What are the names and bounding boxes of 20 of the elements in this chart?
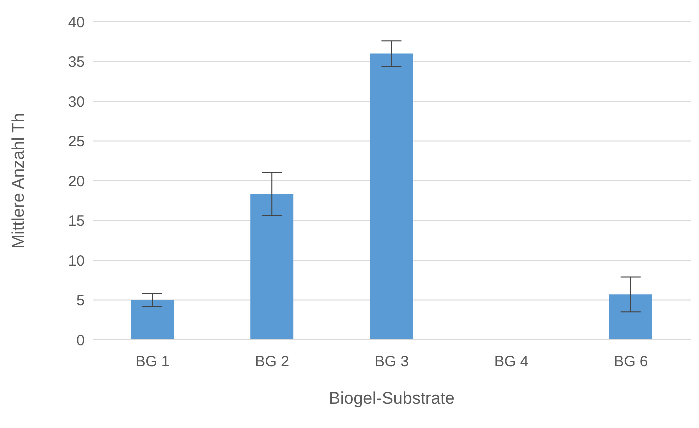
y-tick-label: 10 <box>68 252 85 270</box>
y-axis-title: Mittlere Anzahl Th <box>9 113 28 249</box>
y-tick-label: 30 <box>68 94 85 111</box>
y-tick-label: 5 <box>76 292 85 310</box>
y-tick-label: 40 <box>68 14 85 32</box>
bar <box>609 294 652 340</box>
y-tick-label: 35 <box>68 54 85 72</box>
y-tick-label: 20 <box>68 173 85 190</box>
x-tick-label: BG 1 <box>136 354 170 371</box>
y-tick-label: 0 <box>76 332 85 350</box>
y-tick-label: 25 <box>68 134 85 151</box>
x-tick-label: BG 2 <box>255 354 290 371</box>
bar <box>250 194 294 340</box>
x-tick-label: BG 3 <box>374 354 410 371</box>
x-tick-label: BG 4 <box>494 354 529 371</box>
y-tick-label: 15 <box>68 213 85 230</box>
bar <box>131 300 174 340</box>
bar <box>370 54 414 340</box>
x-axis-title: Biogel-Substrate <box>329 389 455 408</box>
x-tick-label: BG 6 <box>614 354 648 371</box>
